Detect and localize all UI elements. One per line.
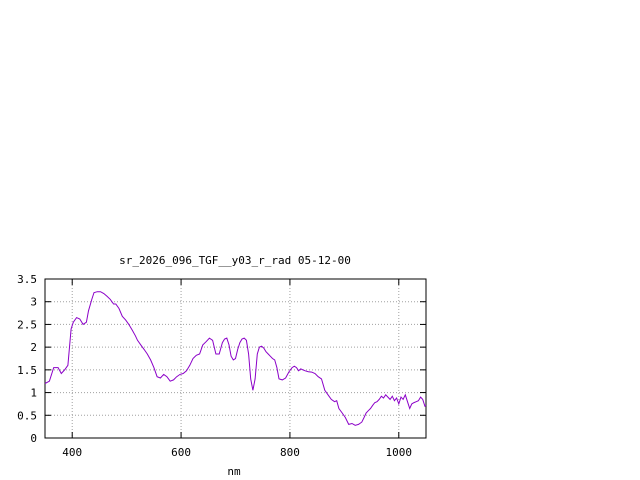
x-tick-label: 400 [62,446,82,459]
y-tick-label: 3.5 [17,273,37,286]
y-tick-label: 1.5 [17,364,37,377]
series-layer [44,291,427,426]
y-tick-label: 3 [30,296,37,309]
y-tick-label: 0 [30,432,37,445]
grid-lines [45,279,426,438]
y-tick-label: 2.5 [17,318,37,331]
chart-title: sr_2026_096_TGF__y03_r_rad 05-12-00 [119,254,351,267]
y-tick-label: 1 [30,387,37,400]
x-tick-label: 600 [171,446,191,459]
plot-frame [44,278,427,439]
axis-ticks [45,278,426,439]
tick-labels: 400 600 800 1000 0 0.5 1 1.5 2 2.5 3 3.5 [17,273,412,459]
x-tick-label: 1000 [386,446,413,459]
y-tick-label: 0.5 [17,409,37,422]
x-tick-label: 800 [280,446,300,459]
series-line [44,291,427,426]
y-tick-label: 2 [30,341,37,354]
x-axis-label: nm [227,465,241,478]
